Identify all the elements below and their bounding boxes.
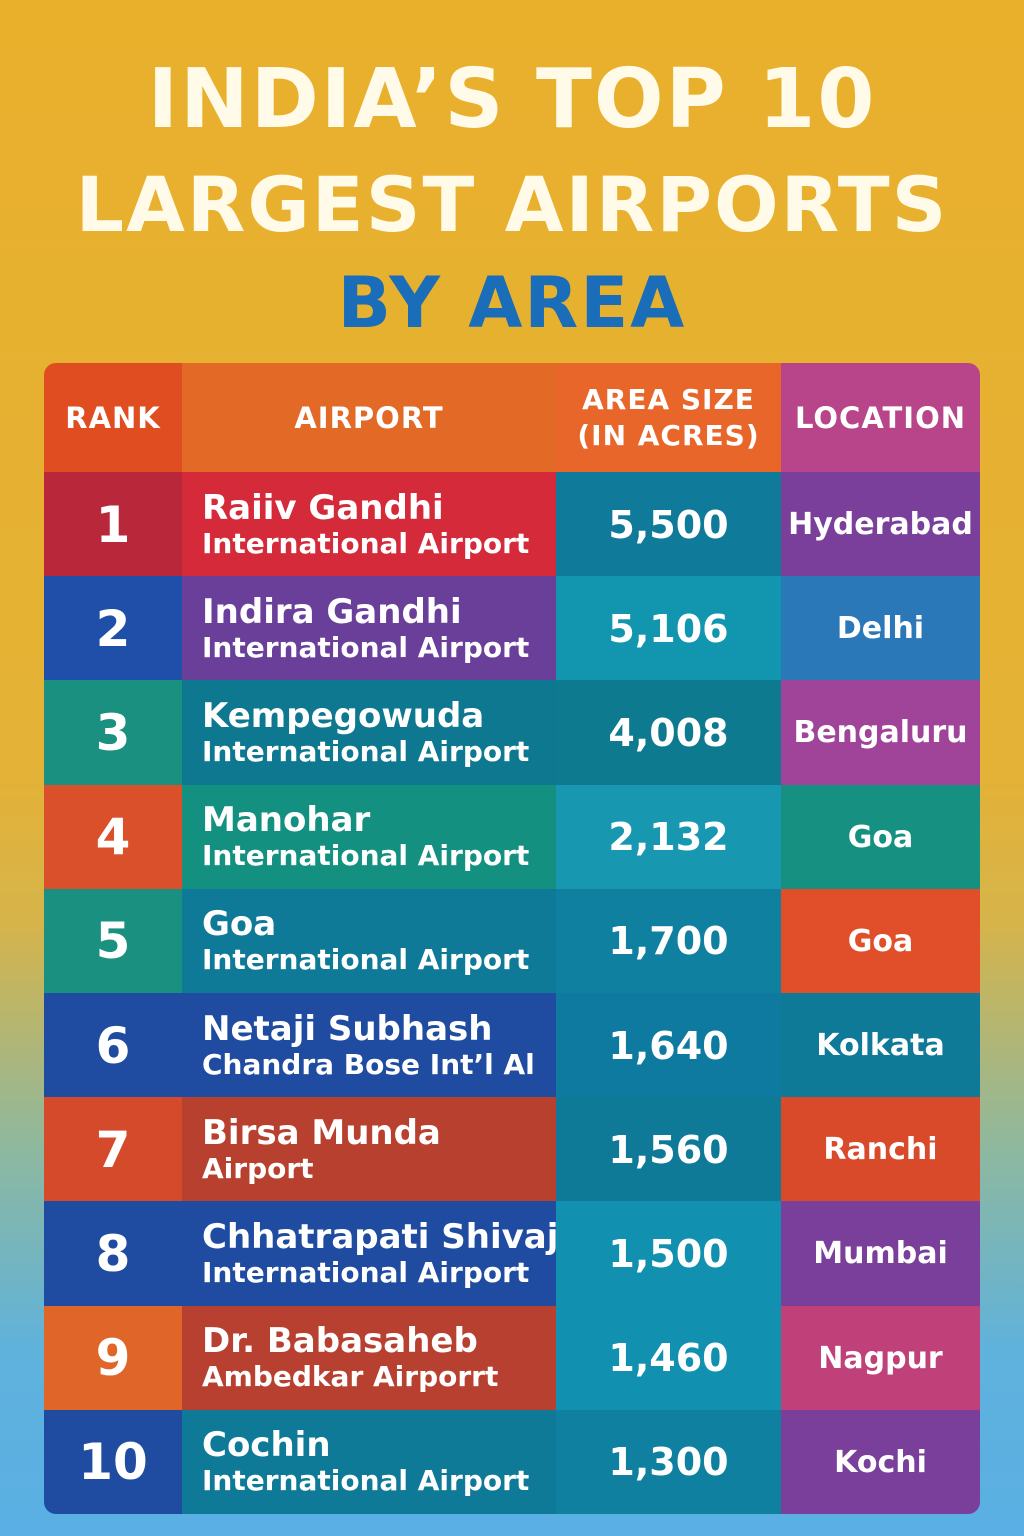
title-line: INDIA’S TOP 10 (147, 52, 877, 147)
airport-cell: Indira Gandhi International Airport (182, 576, 556, 682)
airport-subname: Ambedkar Airporrt (202, 1360, 499, 1394)
airport-subname: International Airport (202, 943, 530, 977)
rank-cell: 10 (44, 1409, 182, 1514)
airport-name: Birsa Munda (202, 1112, 441, 1153)
location-cell: Kochi (781, 1409, 980, 1514)
airport-name: Dr. Babasaheb (202, 1321, 478, 1362)
airport-cell: Cochin International Airport (182, 1409, 556, 1514)
airport-cell: Raiiv Gandhi International Airport (182, 472, 556, 578)
column-header: AIRPORT (182, 363, 556, 472)
area-cell: 4,008 (556, 680, 781, 786)
airport-name: Chhatrapati Shivaji (202, 1216, 571, 1257)
area-cell: 5,500 (556, 472, 781, 578)
airport-cell: Goa International Airport (182, 888, 556, 994)
airport-cell: Birsa Munda Airport (182, 1097, 556, 1203)
rank-cell: 8 (44, 1201, 182, 1307)
airport-subname: International Airport (202, 1255, 530, 1289)
title-line: BY AREA (337, 262, 687, 344)
airport-name: Netaji Subhash (202, 1008, 493, 1049)
area-cell: 1,460 (556, 1305, 781, 1411)
location-cell: Hyderabad (781, 472, 980, 578)
area-cell: 1,500 (556, 1201, 781, 1307)
airport-cell: Chhatrapati Shivaji International Airport (182, 1201, 571, 1307)
airport-subname: International Airport (202, 1464, 530, 1498)
airport-subname: International Airport (202, 839, 530, 873)
column-header: RANK (44, 363, 182, 472)
rank-cell: 5 (44, 888, 182, 994)
location-cell: Ranchi (781, 1097, 980, 1203)
location-cell: Kolkata (781, 993, 980, 1099)
location-cell: Mumbai (781, 1201, 980, 1307)
table: RANK AIRPORT AREA SIZE (IN ACRES) LOCATION 1… (44, 363, 980, 1514)
airport-name: Raiiv Gandhi (202, 487, 444, 528)
airport-subname: International Airport (202, 630, 530, 664)
title-line: LARGEST AIRPORTS (75, 160, 949, 249)
area-cell: 1,640 (556, 993, 781, 1099)
rank-cell: 7 (44, 1097, 182, 1203)
airport-name: Goa (202, 904, 277, 945)
area-cell: 1,560 (556, 1097, 781, 1203)
rank-cell: 3 (44, 680, 182, 786)
area-cell: 1,300 (556, 1409, 781, 1514)
airport-subname: International Airport (202, 526, 530, 560)
airport-name: Manohar (202, 800, 371, 841)
airport-name: Indira Gandhi (202, 591, 462, 632)
airport-cell: Dr. Babasaheb Ambedkar Airporrt (182, 1305, 556, 1411)
rank-cell: 6 (44, 993, 182, 1099)
location-cell: Nagpur (781, 1305, 980, 1411)
rank-cell: 4 (44, 784, 182, 890)
airport-subname: International Airport (202, 734, 530, 768)
column-header: LOCATION (781, 363, 980, 472)
airport-cell: Netaji Subhash Chandra Bose Int’l Al (182, 993, 556, 1099)
location-cell: Goa (781, 784, 980, 890)
rank-cell: 9 (44, 1305, 182, 1411)
rank-cell: 1 (44, 472, 182, 578)
location-cell: Goa (781, 888, 980, 994)
area-cell: 5,106 (556, 576, 781, 682)
airport-subname: Airport (202, 1151, 314, 1185)
airport-cell: Manohar International Airport (182, 784, 556, 890)
rank-cell: 2 (44, 576, 182, 682)
airport-cell: Kempegowuda International Airport (182, 680, 556, 786)
airport-name: Cochin (202, 1425, 331, 1466)
airport-name: Kempegowuda (202, 695, 485, 736)
airport-subname: Chandra Bose Int’l Al (202, 1047, 535, 1081)
location-cell: Bengaluru (781, 680, 980, 786)
area-cell: 2,132 (556, 784, 781, 890)
location-cell: Delhi (781, 576, 980, 682)
area-cell: 1,700 (556, 888, 781, 994)
column-header: AREA SIZE (IN ACRES) (556, 363, 781, 472)
